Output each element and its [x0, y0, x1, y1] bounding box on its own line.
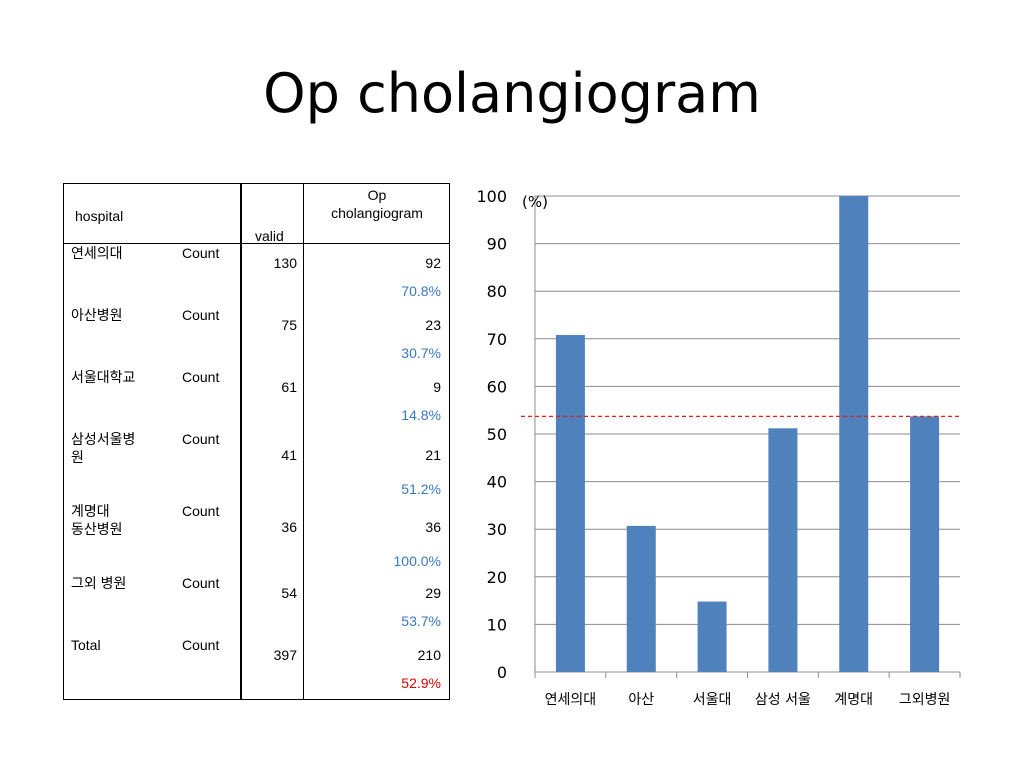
y-tick-label: 80 — [487, 282, 507, 301]
x-tick-label: 서울대 — [693, 692, 732, 708]
bar — [626, 525, 656, 672]
row-valid-value: 130 — [273, 255, 297, 271]
y-tick-label: 100 — [476, 187, 507, 206]
bar-layer — [555, 196, 940, 672]
row-hospital-name: 아산병원 — [71, 307, 123, 323]
table-divider-valid — [240, 183, 242, 700]
bar — [839, 196, 869, 672]
table-bottom-border — [63, 699, 450, 700]
y-tick-labels: 0 10 20 30 40 50 60 70 80 90 100 — [476, 187, 507, 682]
table-divider-op — [303, 183, 304, 700]
y-tick-label: 10 — [487, 615, 507, 634]
row-stat-label: Count — [182, 369, 220, 385]
row-count-value: 210 — [417, 647, 441, 663]
row-count-value: 92 — [425, 255, 441, 271]
x-tick-labels: 연세의대 아산 서울대 삼성 서울 계명대 그외병원 — [545, 692, 951, 708]
y-tick-label: 50 — [487, 425, 507, 444]
bar — [697, 601, 727, 672]
y-tick-label: 90 — [487, 235, 507, 254]
header-hospital: hospital — [75, 208, 124, 224]
y-tick-label: 40 — [487, 473, 507, 492]
bar-chart: 0 10 20 30 40 50 60 70 80 90 100 연세의대 아산 서울대 삼성 서울 계명대… — [476, 187, 961, 708]
row-stat-label: Count — [182, 575, 220, 591]
row-stat-label: Count — [182, 637, 220, 653]
row-percent-value: 70.8% — [401, 283, 441, 299]
page-title: Op cholangiogram — [263, 62, 761, 125]
bar — [910, 416, 940, 672]
row-valid-value: 54 — [281, 585, 297, 601]
y-tick-label: 70 — [487, 330, 507, 349]
row-hospital-name: 계명대 동산병원 — [71, 503, 123, 537]
x-tick-label: 아산 — [628, 692, 654, 708]
row-hospital-name: Total — [71, 637, 101, 653]
row-valid-value: 36 — [281, 519, 297, 535]
row-count-value: 36 — [425, 519, 441, 535]
table-header-border — [63, 243, 450, 244]
x-tick-label: 계명대 — [834, 692, 873, 708]
row-count-value: 29 — [425, 585, 441, 601]
row-stat-label: Count — [182, 503, 220, 519]
row-stat-label: Count — [182, 307, 220, 323]
header-valid: valid — [255, 228, 284, 244]
row-stat-label: Count — [182, 245, 220, 261]
data-table: hospital valid Op cholangiogram 연세의대 Coun… — [63, 183, 450, 700]
table-top-border — [63, 183, 450, 184]
x-tick-label: 연세의대 — [545, 692, 597, 708]
row-percent-value: 51.2% — [401, 481, 441, 497]
row-valid-value: 41 — [281, 447, 297, 463]
row-valid-value: 75 — [281, 317, 297, 333]
x-tick-label: 삼성 서울 — [755, 692, 811, 708]
y-tick-label: 0 — [497, 663, 507, 682]
row-percent-value: 100.0% — [393, 553, 441, 569]
row-valid-value: 61 — [281, 379, 297, 395]
y-tick-label: 60 — [487, 377, 507, 396]
row-count-value: 21 — [425, 447, 441, 463]
row-hospital-name: 서울대학교 — [71, 369, 136, 385]
row-percent-value: 30.7% — [401, 345, 441, 361]
row-valid-value: 397 — [273, 647, 297, 663]
y-tick-label: 20 — [487, 568, 507, 587]
row-hospital-name: 그외 병원 — [71, 575, 127, 591]
bar — [555, 334, 585, 672]
bar — [768, 428, 798, 672]
row-count-value: 23 — [425, 317, 441, 333]
grid-layer — [534, 195, 961, 678]
y-axis-label: (%) — [522, 193, 548, 211]
row-stat-label: Count — [182, 431, 220, 447]
row-percent-value: 53.7% — [401, 613, 441, 629]
x-tick-label: 그외병원 — [899, 692, 951, 708]
table-left-border — [63, 183, 64, 700]
row-percent-value: 52.9% — [401, 675, 441, 691]
row-hospital-name: 삼성서울병 원 — [71, 431, 136, 465]
y-tick-label: 30 — [487, 520, 507, 539]
row-count-value: 9 — [433, 379, 441, 395]
row-percent-value: 14.8% — [401, 407, 441, 423]
row-hospital-name: 연세의대 — [71, 245, 123, 261]
header-op-cholangiogram: Op cholangiogram — [331, 187, 423, 221]
table-right-border — [449, 183, 450, 700]
